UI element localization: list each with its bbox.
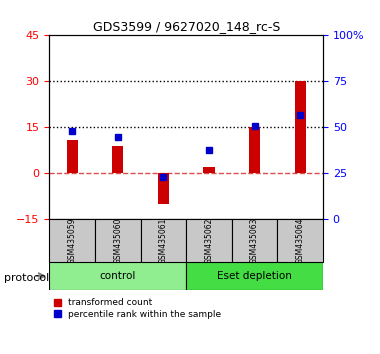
FancyBboxPatch shape: [186, 262, 323, 290]
Bar: [294, 81, 306, 173]
FancyBboxPatch shape: [141, 219, 186, 262]
Bar: [249, 127, 260, 173]
FancyBboxPatch shape: [277, 219, 323, 262]
Title: GDS3599 / 9627020_148_rc-S: GDS3599 / 9627020_148_rc-S: [92, 20, 280, 33]
Text: GSM435059: GSM435059: [68, 217, 77, 264]
Text: protocol: protocol: [4, 273, 49, 283]
FancyBboxPatch shape: [232, 219, 277, 262]
FancyBboxPatch shape: [186, 219, 232, 262]
Bar: [203, 167, 215, 173]
Bar: [112, 146, 124, 173]
Bar: [158, 173, 169, 204]
Text: Eset depletion: Eset depletion: [217, 271, 292, 281]
Text: control: control: [100, 271, 136, 281]
Text: GSM435062: GSM435062: [204, 217, 214, 264]
Text: GSM435061: GSM435061: [159, 217, 168, 264]
FancyBboxPatch shape: [95, 219, 141, 262]
FancyBboxPatch shape: [49, 219, 95, 262]
FancyBboxPatch shape: [49, 262, 186, 290]
Legend: transformed count, percentile rank within the sample: transformed count, percentile rank withi…: [54, 298, 222, 319]
Text: GSM435060: GSM435060: [113, 217, 122, 264]
Text: GSM435064: GSM435064: [296, 217, 305, 264]
Bar: [66, 140, 78, 173]
Text: GSM435063: GSM435063: [250, 217, 259, 264]
